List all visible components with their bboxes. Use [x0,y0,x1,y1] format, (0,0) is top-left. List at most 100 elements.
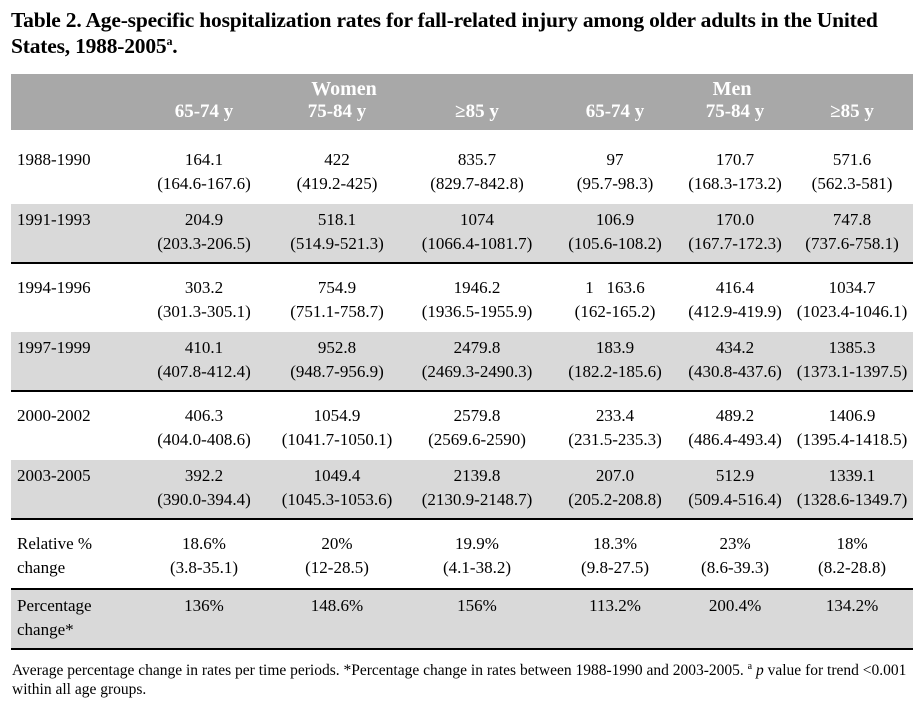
data-cell: 97 (95.7-98.3) [551,130,679,204]
data-cell: 164.1 (164.6-167.6) [137,130,271,204]
cell-value: 20% [321,533,353,553]
cell-value: 134.2% [825,595,879,615]
data-cell: 1054.9 (1041.7-1050.1) [271,391,403,460]
cell-value: 1406.9 [828,405,876,425]
table-row: 1991-1993 204.9 (203.3-206.5) 518.1 (514.9-5… [11,203,914,264]
column-header-women-65-74: 65-74 y [137,99,271,130]
table-row: 2000-2002 406.3 (404.0-408.6) 1054.9 (1041.7… [11,391,913,460]
header-spacer [11,99,137,130]
cell-confidence-interval: (486.4-493.4) [688,429,782,449]
cell-value: 156% [457,595,497,615]
cell-value: 106.9 [595,209,635,229]
data-cell: 571.6 (562.3-581) [791,130,913,204]
cell-confidence-interval: (514.9-521.3) [290,233,384,253]
data-cell: 512.9 (509.4-516.4) [679,459,792,520]
cell-confidence-interval: (1041.7-1050.1) [281,429,393,449]
data-cell: 410.1 (407.8-412.4) [137,331,271,392]
cell-value: 1 163.6 [585,277,645,297]
table-title-suffix: . [172,33,178,58]
data-cell: 952.8 (948.7-956.9) [271,331,403,392]
cell-confidence-interval: (8.2-28.8) [818,557,887,577]
cell-confidence-interval: (301.3-305.1) [157,301,251,321]
cell-confidence-interval: (168.3-173.2) [688,173,782,193]
cell-value: 1339.1 [828,465,876,485]
cell-value: 170.7 [715,149,755,169]
cell-confidence-interval: (203.3-206.5) [157,233,251,253]
data-cell: 170.7 (168.3-173.2) [679,130,791,204]
data-cell: 106.9 (105.6-108.2) [551,203,680,264]
cell-value: 754.9 [317,277,357,297]
cell-confidence-interval: (167.7-172.3) [688,233,782,253]
men-group-header: Men [551,73,914,100]
row-label: 2003-2005 [11,459,137,520]
cell-confidence-interval: (95.7-98.3) [576,173,654,193]
row-label: 2000-2002 [17,405,91,425]
data-cell: 489.2 (486.4-493.4) [679,391,791,460]
cell-value: 204.9 [184,209,224,229]
data-cell: 1406.9 (1395.4-1418.5) [791,391,913,460]
column-header-men-75-84: 75-84 y [679,99,792,130]
data-cell: 136% [137,588,271,650]
cell-confidence-interval: (1066.4-1081.7) [421,233,533,253]
cell-confidence-interval: (829.7-842.8) [430,173,524,193]
cell-confidence-interval: (9.8-27.5) [581,557,650,577]
data-cell: 23% (8.6-39.3) [679,518,792,590]
data-cell: 200.4% [679,588,792,650]
data-cell: 406.3 (404.0-408.6) [137,391,271,460]
data-cell: 518.1 (514.9-521.3) [271,203,403,264]
cell-value: 1946.2 [453,277,501,297]
cell-value: 422 [324,149,350,169]
data-cell: 156% [403,588,552,650]
data-cell: 1 163.6 (162-165.2) [551,263,679,332]
cell-value: 392.2 [184,465,224,485]
cell-value: 18.3% [593,533,637,553]
cell-confidence-interval: (105.6-108.2) [568,233,662,253]
cell-confidence-interval: (4.1-38.2) [443,557,511,577]
cell-confidence-interval: (2469.3-2490.3) [421,361,533,381]
table-row: 1997-1999 410.1 (407.8-412.4) 952.8 (948.7-9… [11,331,914,392]
cell-confidence-interval: (1373.1-1397.5) [796,361,908,381]
page: Table 2. Age-specific hospitalization ra… [11,8,914,698]
cell-confidence-interval: (2569.6-2590) [428,429,526,449]
data-cell: 754.9 (751.1-758.7) [271,263,403,332]
cell-value: 18.6% [182,533,226,553]
data-cell: 1385.3 (1373.1-1397.5) [791,331,914,392]
data-cell: 434.2 (430.8-437.6) [679,331,792,392]
cell-value: 303.2 [184,277,224,297]
cell-value: 512.9 [715,465,755,485]
data-cell: 204.9 (203.3-206.5) [137,203,271,264]
table-body: 1988-1990 164.1 (164.6-167.6) 422 (419.2-425… [11,130,914,650]
row-label: 1997-1999 [11,331,137,392]
column-header-women-75-84: 75-84 y [271,99,403,130]
data-cell: 1339.1 (1328.6-1349.7) [791,459,914,520]
data-cell: 18.3% (9.8-27.5) [551,518,680,590]
cell-confidence-interval: (164.6-167.6) [157,173,251,193]
row-label: 1994-1996 [17,277,91,297]
table-title: Table 2. Age-specific hospitalization ra… [11,8,913,60]
cell-confidence-interval: (205.2-208.8) [568,489,662,509]
cell-value: 1034.7 [828,277,876,297]
cell-confidence-interval: (390.0-394.4) [157,489,251,509]
data-cell: 747.8 (737.6-758.1) [791,203,914,264]
cell-value: 489.2 [715,405,755,425]
cell-value: 136% [184,595,224,615]
cell-value: 200.4% [708,595,762,615]
cell-value: 2579.8 [453,405,501,425]
hospitalization-rates-table: Women Men 65-74 y 75-84 y ≥85 y 65-74 y … [11,73,914,650]
cell-confidence-interval: (737.6-758.1) [805,233,899,253]
cell-value: 2139.8 [453,465,501,485]
table-row: 1988-1990 164.1 (164.6-167.6) 422 (419.2-425… [11,130,913,204]
cell-confidence-interval: (1395.4-1418.5) [796,429,908,449]
data-cell: 2579.8 (2569.6-2590) [403,391,551,460]
cell-confidence-interval: (404.0-408.6) [157,429,251,449]
data-cell: 1049.4 (1045.3-1053.6) [271,459,403,520]
cell-value: 410.1 [184,337,224,357]
data-cell: 207.0 (205.2-208.8) [551,459,680,520]
data-cell: 416.4 (412.9-419.9) [679,263,791,332]
cell-confidence-interval: (1045.3-1053.6) [281,489,393,509]
cell-value: 1385.3 [828,337,876,357]
cell-value: 2479.8 [453,337,501,357]
cell-value: 952.8 [317,337,357,357]
cell-value: 170.0 [715,209,755,229]
cell-confidence-interval: (1936.5-1955.9) [421,301,533,321]
